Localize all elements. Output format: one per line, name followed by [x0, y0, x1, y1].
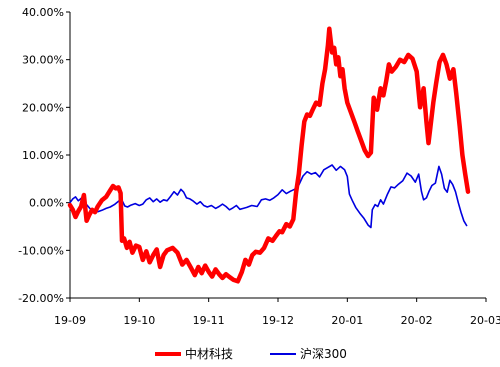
x-tick-label: 20-01 [331, 314, 363, 327]
y-tick-label: 10.00% [22, 149, 64, 162]
series-line-1 [67, 26, 471, 284]
series-layer [67, 26, 471, 284]
x-tick-label: 19-12 [262, 314, 294, 327]
y-tick-label: 40.00% [22, 6, 64, 19]
y-axis: 40.00% 30.00% 20.00% 10.00% 0.00% -10.00% -20.… [18, 6, 71, 305]
y-tick-label: 20.00% [22, 101, 64, 114]
x-tick-label: 19-09 [54, 314, 86, 327]
y-tick-label: -10.00% [18, 244, 64, 257]
x-axis: 19-09 19-10 19-11 19-12 20-01 20-02 20-03 [54, 297, 500, 327]
x-tick-label: 20-03 [470, 314, 500, 327]
legend: 中材科技 沪深300 [155, 346, 347, 361]
y-tick-label: 30.00% [22, 54, 64, 67]
x-tick-label: 19-11 [193, 314, 225, 327]
series-line-2 [69, 164, 468, 229]
x-tick-label: 19-10 [123, 314, 155, 327]
x-tick-label: 20-02 [401, 314, 433, 327]
y-tick-label: -20.00% [18, 292, 64, 305]
y-tick-label: 0.00% [29, 197, 64, 210]
legend-label-series-1: 中材科技 [185, 346, 233, 361]
legend-label-series-2: 沪深300 [300, 347, 347, 361]
